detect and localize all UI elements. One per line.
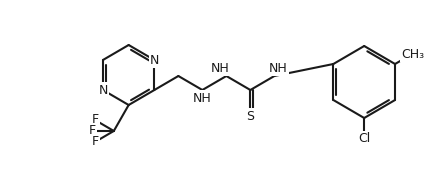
Text: F: F	[92, 135, 98, 148]
Text: Cl: Cl	[358, 133, 370, 146]
Text: F: F	[92, 114, 98, 127]
Text: N: N	[150, 54, 159, 67]
Text: F: F	[89, 124, 95, 137]
Text: NH: NH	[211, 62, 230, 75]
Text: S: S	[246, 109, 254, 122]
Text: N: N	[98, 83, 108, 96]
Text: NH: NH	[269, 62, 288, 75]
Text: CH₃: CH₃	[401, 48, 424, 61]
Text: NH: NH	[193, 91, 212, 104]
